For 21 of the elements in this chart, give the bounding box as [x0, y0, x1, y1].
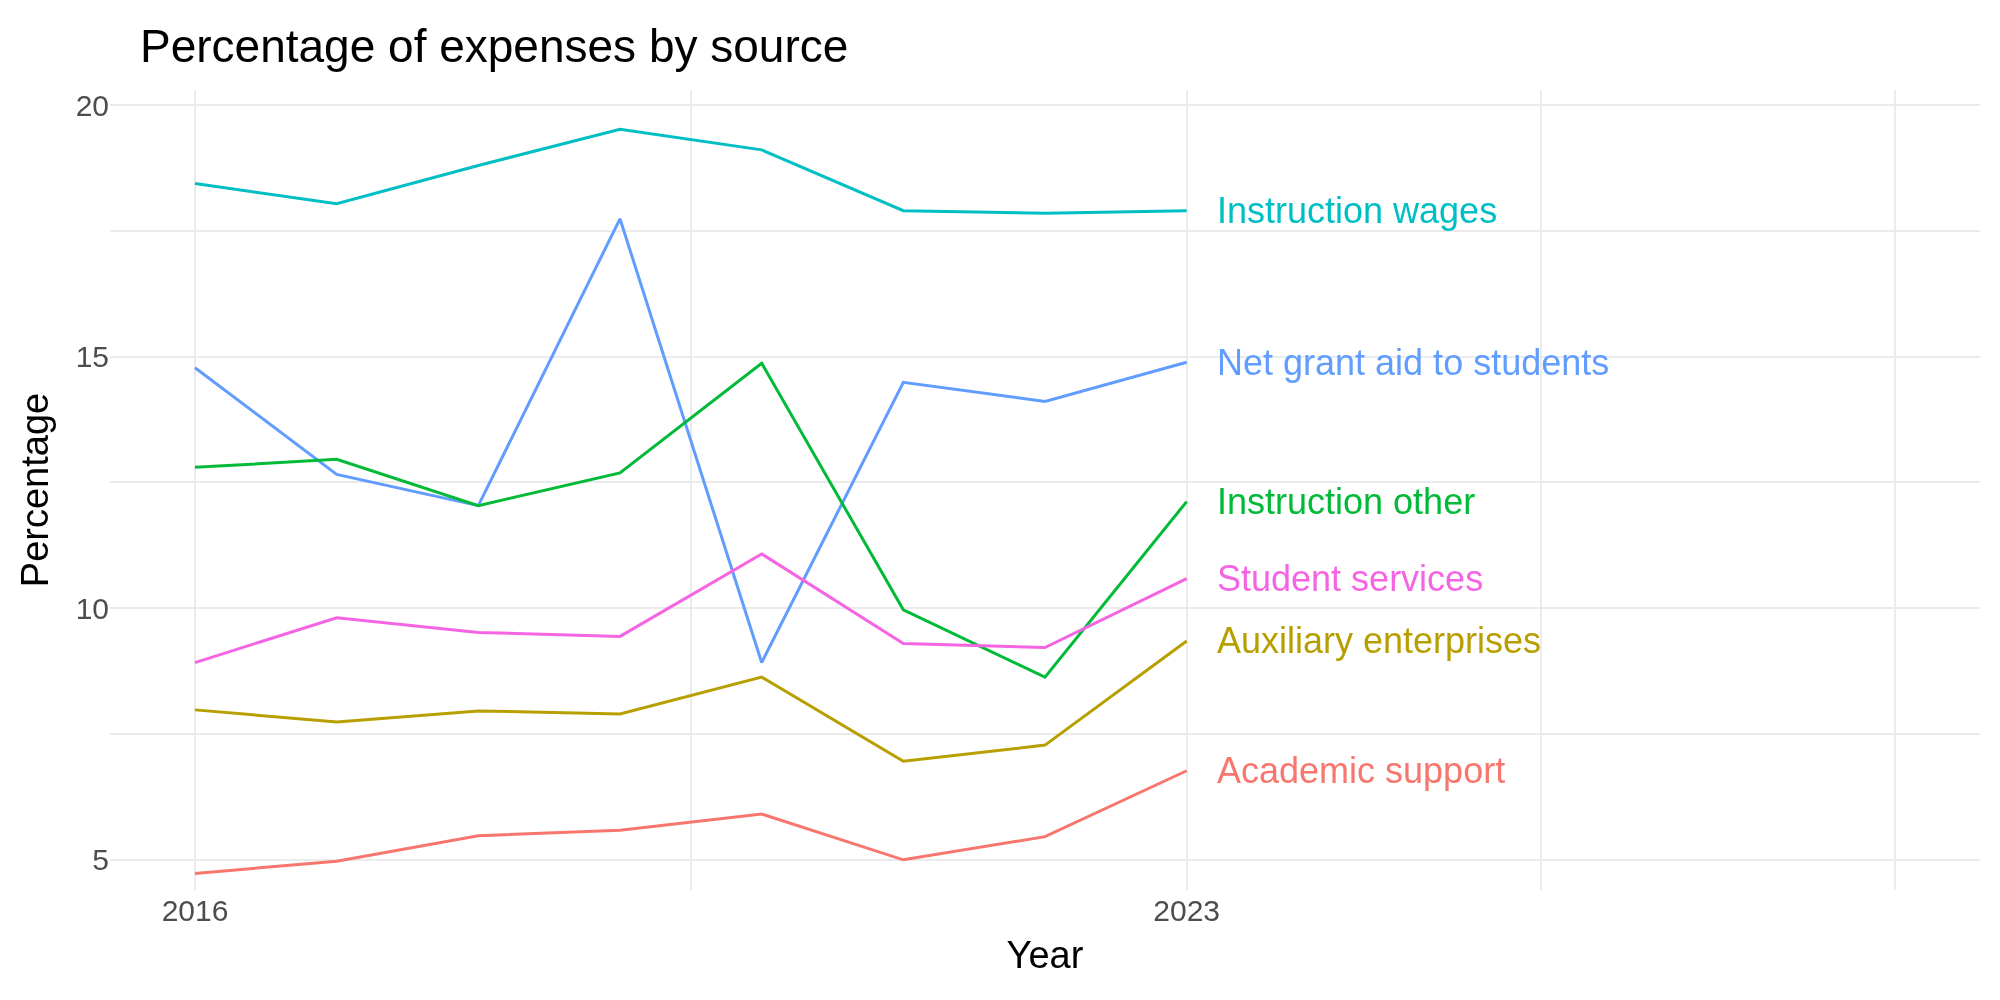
chart-title: Percentage of expenses by source	[140, 20, 849, 73]
y-tick-label: 15	[75, 340, 109, 374]
series-label: Instruction wages	[1217, 190, 1498, 231]
y-tick-label: 10	[75, 591, 109, 625]
line-series	[193, 639, 1189, 763]
line-series	[193, 127, 1189, 215]
line-series	[193, 769, 1189, 875]
series-label: Student services	[1217, 558, 1484, 599]
line-series	[193, 217, 1189, 665]
series-label: Auxiliary enterprises	[1217, 620, 1542, 661]
x-axis-title: Year	[1006, 934, 1084, 977]
x-tick-label: 2016	[161, 894, 229, 927]
series-label: Instruction other	[1217, 481, 1476, 522]
line-series	[193, 361, 1189, 679]
y-tick-label: 5	[92, 843, 109, 877]
series-label: Net grant aid to students	[1217, 342, 1610, 383]
series-label: Academic support	[1217, 750, 1506, 791]
line-series	[193, 552, 1189, 665]
y-axis-title: Percentage	[13, 392, 56, 588]
y-tick-label: 20	[75, 88, 109, 122]
x-tick-label: 2023	[1153, 894, 1221, 927]
